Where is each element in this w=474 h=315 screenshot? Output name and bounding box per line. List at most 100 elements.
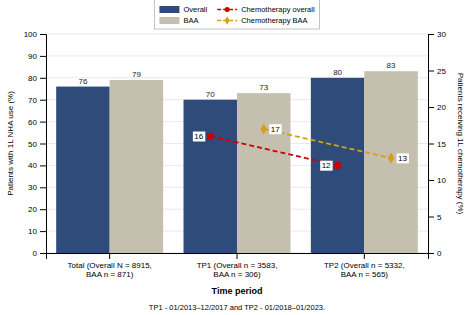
tick-label: 15 [437,140,446,149]
legend-item: Chemotherapy BAA [217,16,307,25]
legend-label: Chemotherapy overall [241,5,315,14]
y-axis: 0102030405060708090100 [24,30,47,258]
plot: 76708079738316121713Total (Overall N = 8… [6,30,465,296]
grid-line [46,34,428,35]
tick-mark [40,144,46,145]
bar [56,87,109,253]
tick-label: 90 [28,52,37,61]
tick-label: 10 [437,176,446,185]
tick-mark [428,71,434,72]
tick-label-line: TP2 (Overall n = 5332, [324,261,405,270]
tick: 10 [28,227,46,236]
marker [207,133,214,140]
y2-axis: 0 5 10 15 20 25 30 [428,30,446,258]
tick: 90 [28,52,46,61]
data-label-box: 12 [320,161,332,171]
tick-label: 60 [28,118,37,127]
tick-mark [237,253,238,259]
legend-frame [154,0,319,29]
data-label: 70 [206,90,215,99]
tick-label: TP1 (Overall n = 3583,BAA n = 306) [197,261,278,279]
tick-mark [428,107,434,108]
tick-label: 80 [28,74,37,83]
tick-mark [40,122,46,123]
tick: 15 [428,140,446,149]
labels: 76708079738316121713 [78,61,409,170]
tick-mark [40,253,46,254]
legend-marker [225,7,230,12]
marker [261,123,267,134]
tick: TP2 (Overall n = 5332,BAA n = 565) [324,253,405,279]
tick: 25 [428,67,446,76]
legend-item: BAA [159,16,198,25]
tick-mark [40,100,46,101]
label-background [320,161,332,171]
marker [334,162,341,169]
tick: 60 [28,118,46,127]
axis-line [47,254,429,260]
bar [110,80,163,253]
bar [184,100,237,253]
line [264,129,391,158]
tick-label: 40 [28,161,37,170]
data-label: 17 [271,125,280,134]
y-axis-title: Patients with 1L NHA use (%) [6,91,15,196]
tick-label: 0 [437,249,442,258]
tick-label: 5 [437,213,442,222]
marker [388,153,394,164]
data-label-box: 17 [269,124,281,134]
tick: 0 [428,249,442,258]
y2-axis-title: Patients receiving 1L chemotherapy (%) [456,73,465,215]
tick-mark [364,253,365,259]
tick-mark [40,187,46,188]
tick-label: 30 [437,30,446,39]
tick-mark [428,144,434,145]
line [210,136,337,165]
chart: 76708079738316121713Total (Overall N = 8… [0,0,474,315]
tick-label: 25 [437,67,446,76]
tick-mark [428,180,434,181]
bar [364,71,417,253]
tick: 20 [428,103,446,112]
x-axis-title: Time period [212,286,263,296]
grid [46,34,428,253]
tick: 10 [428,176,446,185]
axis-line [429,35,435,254]
legend-swatch [159,17,179,24]
data-label: 79 [132,70,141,79]
bar [311,78,364,253]
data-label: 80 [333,68,342,77]
tick-mark [40,78,46,79]
tick-label: Total (Overall N = 8915,BAA n = 871) [68,261,152,279]
x-axis: Total (Overall N = 8915,BAA n = 871) TP1 … [47,253,429,279]
tick: 80 [28,74,46,83]
tick: 50 [28,140,46,149]
marks [56,71,418,253]
tick-mark [40,165,46,166]
tick-label-line: BAA n = 565) [341,270,389,279]
tick-label-line: TP1 (Overall n = 3583, [197,261,278,270]
label-background [397,153,409,163]
data-label-box: 16 [193,132,205,142]
label-background [193,132,205,142]
tick-mark [428,217,434,218]
legend-label: Overall [183,5,207,14]
tick: 0 [33,249,46,258]
tick-label: 10 [28,227,37,236]
legend: Overall BAA Chemotherapy overall Chemothera… [154,0,319,29]
legend-marker [225,16,230,24]
data-label: 12 [322,161,331,170]
data-label: 13 [398,154,407,163]
tick-mark [109,253,110,259]
tick: 30 [428,30,446,39]
data-label: 16 [194,132,203,141]
tick: 20 [28,205,46,214]
tick-mark [40,209,46,210]
grid-line [46,55,428,56]
tick-label: TP2 (Overall n = 5332,BAA n = 565) [324,261,405,279]
tick: Total (Overall N = 8915,BAA n = 871) [68,253,152,279]
data-label: 73 [259,83,268,92]
tick-label: 70 [28,96,37,105]
tick: 40 [28,161,46,170]
tick-label-line: BAA n = 871) [86,270,134,279]
